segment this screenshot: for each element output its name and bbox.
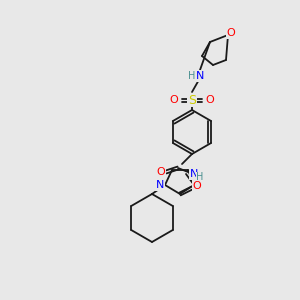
Text: N: N [190,169,198,179]
Text: N: N [196,71,204,81]
Text: O: O [193,181,201,191]
Text: O: O [206,95,214,105]
Text: S: S [188,94,196,106]
Text: O: O [169,95,178,105]
Text: O: O [226,28,236,38]
Text: H: H [188,71,196,81]
Text: N: N [156,180,164,190]
Text: H: H [196,172,204,182]
Text: O: O [157,167,165,177]
